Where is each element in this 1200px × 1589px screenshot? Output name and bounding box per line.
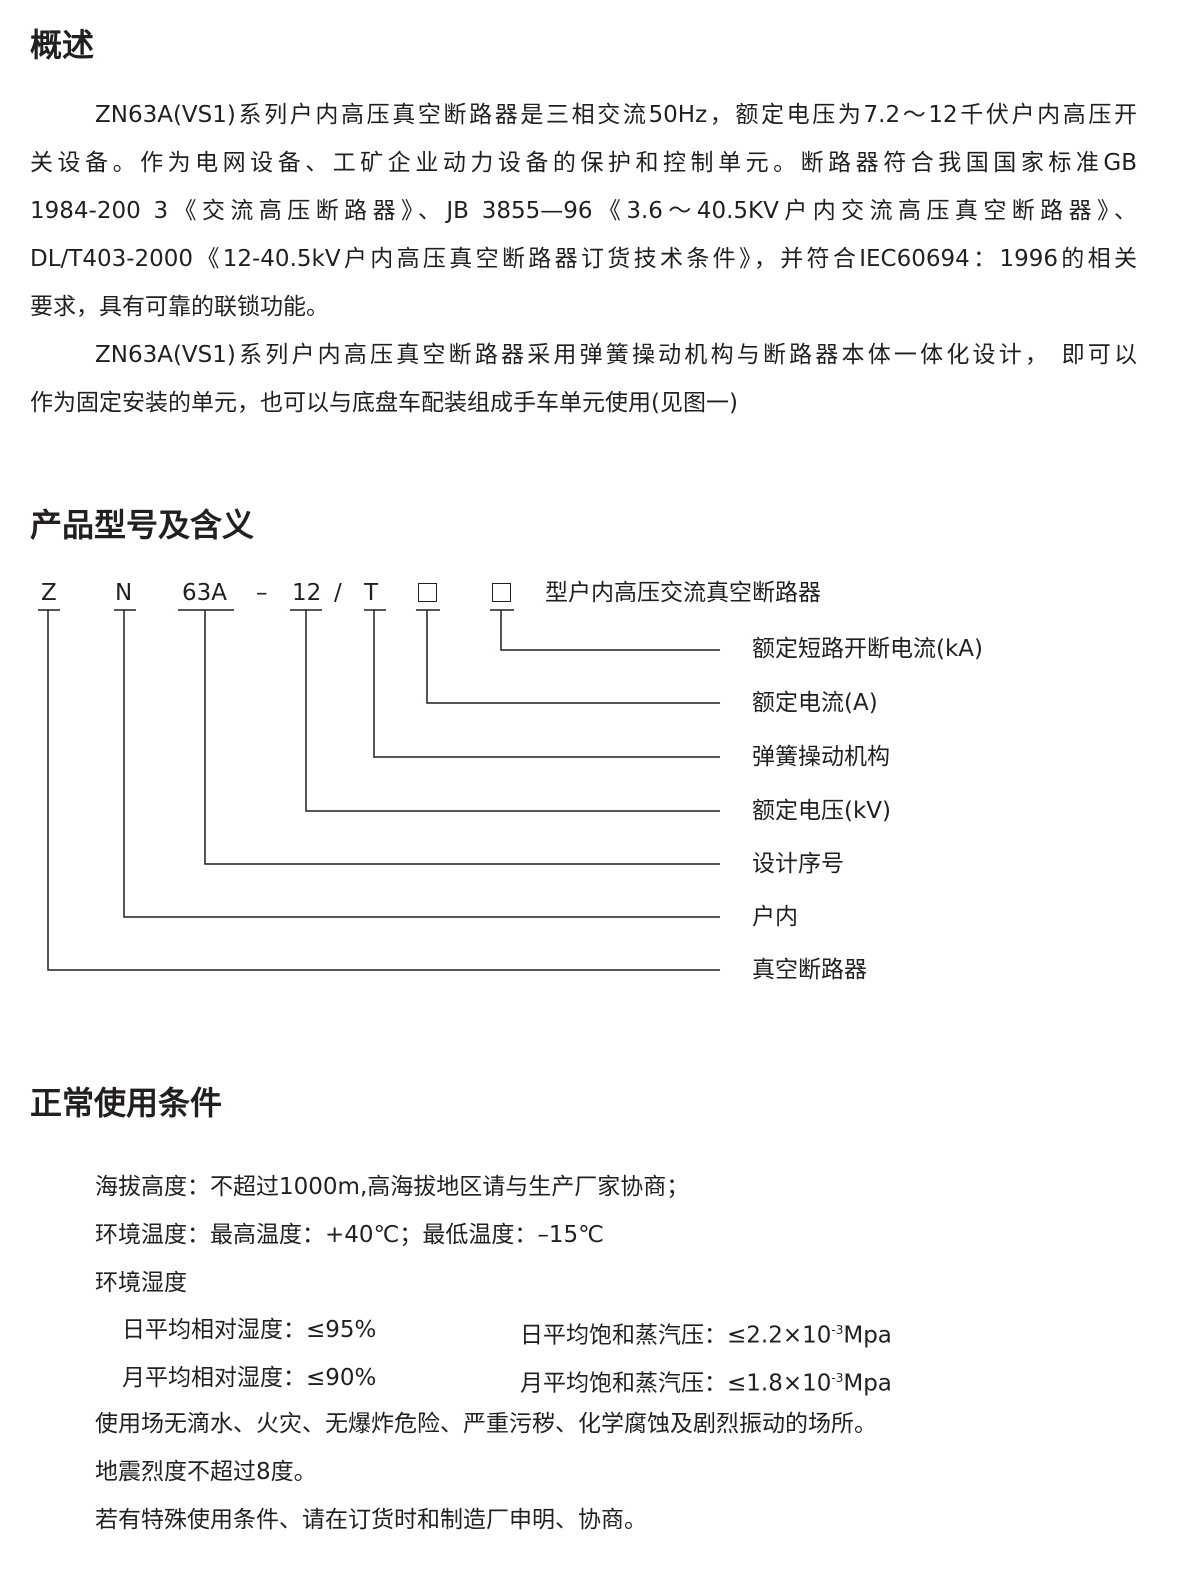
code-slash: /: [334, 580, 342, 606]
code-dash: –: [256, 580, 268, 606]
monthly-vapor-pressure: 月平均饱和蒸汽压：≤1.8×10-3Mpa: [520, 1370, 892, 1397]
code-z: Z: [41, 580, 57, 606]
special-conditions: 若有特殊使用条件、请在订货时和制造厂申明、协商。: [95, 1507, 647, 1533]
label-design-number: 设计序号: [752, 851, 844, 877]
monthly-humidity: 月平均相对湿度：≤90%: [122, 1365, 377, 1391]
model-heading: 产品型号及含义: [30, 506, 255, 544]
code-voltage: 12: [292, 580, 322, 606]
placeholder-box-breaking: [492, 583, 511, 602]
paragraph-line: 作为固定安装的单元，也可以与底盘车配装组成手车单元使用(见图一): [30, 390, 738, 416]
label-indoor: 户内: [752, 904, 798, 930]
daily-humidity: 日平均相对湿度：≤95%: [122, 1317, 377, 1343]
temperature: 环境温度：最高温度：+40℃；最低温度：–15℃: [95, 1222, 604, 1248]
seismic: 地震烈度不超过8度。: [95, 1459, 317, 1485]
label-rated-voltage: 额定电压(kV): [752, 798, 891, 824]
paragraph-line: ZN63A(VS1)系列户内高压真空断路器采用弹簧操动机构与断路器本体一体化设计…: [95, 342, 1137, 368]
code-design: 63A: [182, 580, 228, 606]
label-spring-mechanism: 弹簧操动机构: [752, 744, 890, 770]
paragraph-line: 要求，具有可靠的联锁功能。: [30, 294, 329, 320]
paragraph-line: DL/T403-2000《12-40.5kV户内高压真空断路器订货技术条件》，并…: [30, 246, 1137, 272]
paragraph-line: ZN63A(VS1)系列户内高压真空断路器是三相交流50Hz，额定电压为7.2～…: [95, 102, 1137, 128]
placeholder-box-current: [418, 583, 437, 602]
paragraph-line: 关设备。作为电网设备、工矿企业动力设备的保护和控制单元。断路器符合我国国家标准G…: [30, 150, 1137, 176]
overview-heading: 概述: [30, 26, 95, 64]
environment: 使用场无滴水、火灾、无爆炸危险、严重污秽、化学腐蚀及剧烈振动的场所。: [95, 1411, 877, 1437]
daily-vapor-pressure: 日平均饱和蒸汽压：≤2.2×10-3Mpa: [520, 1322, 892, 1349]
humidity-heading: 环境湿度: [95, 1270, 187, 1296]
conditions-heading: 正常使用条件: [30, 1084, 223, 1122]
label-vacuum-breaker: 真空断路器: [752, 957, 867, 983]
altitude: 海拔高度：不超过1000m,高海拔地区请与生产厂家协商；: [95, 1174, 690, 1200]
code-t: T: [364, 580, 379, 606]
label-breaking-current: 额定短路开断电流(kA): [752, 636, 983, 662]
label-rated-current: 额定电流(A): [752, 690, 878, 716]
code-n: N: [115, 580, 133, 606]
model-suffix: 型户内高压交流真空断路器: [545, 580, 821, 606]
paragraph-line: 1984-200 3《交流高压断路器》、JB 3855—96《3.6～40.5K…: [30, 198, 1137, 224]
